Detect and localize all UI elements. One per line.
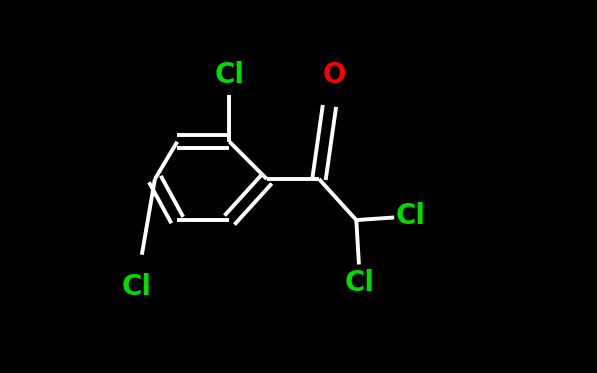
Text: Cl: Cl: [345, 269, 375, 298]
Text: O: O: [322, 60, 346, 89]
Text: Cl: Cl: [395, 202, 426, 231]
Text: Cl: Cl: [121, 273, 151, 301]
Text: Cl: Cl: [214, 60, 245, 89]
